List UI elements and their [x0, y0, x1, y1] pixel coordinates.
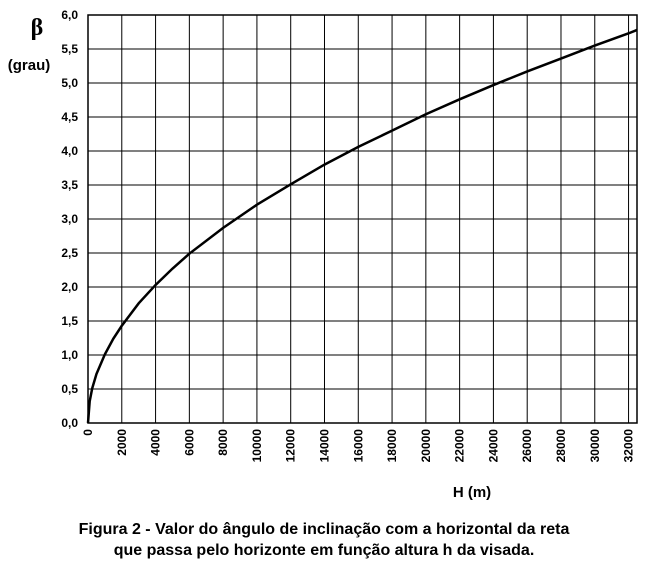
x-tick-label: 0	[81, 429, 95, 436]
x-tick-label: 26000	[520, 429, 534, 463]
y-tick-label: 2,5	[61, 246, 78, 260]
x-tick-label: 12000	[284, 429, 298, 463]
plot-frame	[87, 14, 638, 424]
y-tick-labels: 0,0 0,5 1,0 1,5 2,0 2,5 3,0 3,5 4,0 4,5 5,0 5,5 6,0	[61, 8, 78, 430]
x-tick-labels: 0 2000 4000 6000 8000 10000 12000 14000 16000 180…	[81, 429, 636, 463]
y-tick-label: 6,0	[61, 8, 78, 22]
x-tick-label: 22000	[453, 429, 467, 463]
y-tick-label: 1,0	[61, 348, 78, 362]
grid	[87, 14, 638, 424]
x-tick-label: 10000	[250, 429, 264, 463]
figure-caption-line-2: que passa pelo horizonte em função altur…	[113, 542, 535, 559]
y-axis-unit: (grau)	[8, 57, 51, 74]
y-tick-label: 3,0	[61, 212, 78, 226]
y-tick-label: 4,0	[61, 144, 78, 158]
y-tick-label: 0,0	[61, 416, 78, 430]
x-tick-label: 30000	[588, 429, 602, 463]
figure-caption-line-1: Figura 2 - Valor do ângulo de inclinação…	[78, 521, 570, 538]
y-tick-label: 1,5	[61, 314, 78, 328]
x-tick-label: 28000	[554, 429, 568, 463]
y-tick-label: 5,5	[61, 42, 78, 56]
y-tick-label: 3,5	[61, 178, 78, 192]
series-line	[86, 28, 638, 424]
chart: 0,00,51,01,52,02,53,03,54,04,55,05,56,0 …	[8, 8, 638, 501]
x-tick-label: 8000	[216, 429, 230, 456]
x-tick-label: 14000	[317, 429, 331, 463]
y-tick-label: 4,5	[61, 110, 78, 124]
y-tick-label: 5,0	[61, 76, 78, 90]
x-tick-label: 6000	[182, 429, 196, 456]
x-tick-label: 2000	[115, 429, 129, 456]
x-axis-label: H (m)	[453, 484, 491, 501]
x-tick-label: 20000	[419, 429, 433, 463]
y-tick-label: 0,5	[61, 382, 78, 396]
x-tick-label: 18000	[385, 429, 399, 463]
y-tick-label: 2,0	[61, 280, 78, 294]
x-tick-label: 32000	[622, 429, 636, 463]
x-tick-label: 16000	[351, 429, 365, 463]
y-axis-symbol: β	[31, 15, 44, 41]
x-tick-label: 4000	[149, 429, 163, 456]
x-tick-label: 24000	[486, 429, 500, 463]
